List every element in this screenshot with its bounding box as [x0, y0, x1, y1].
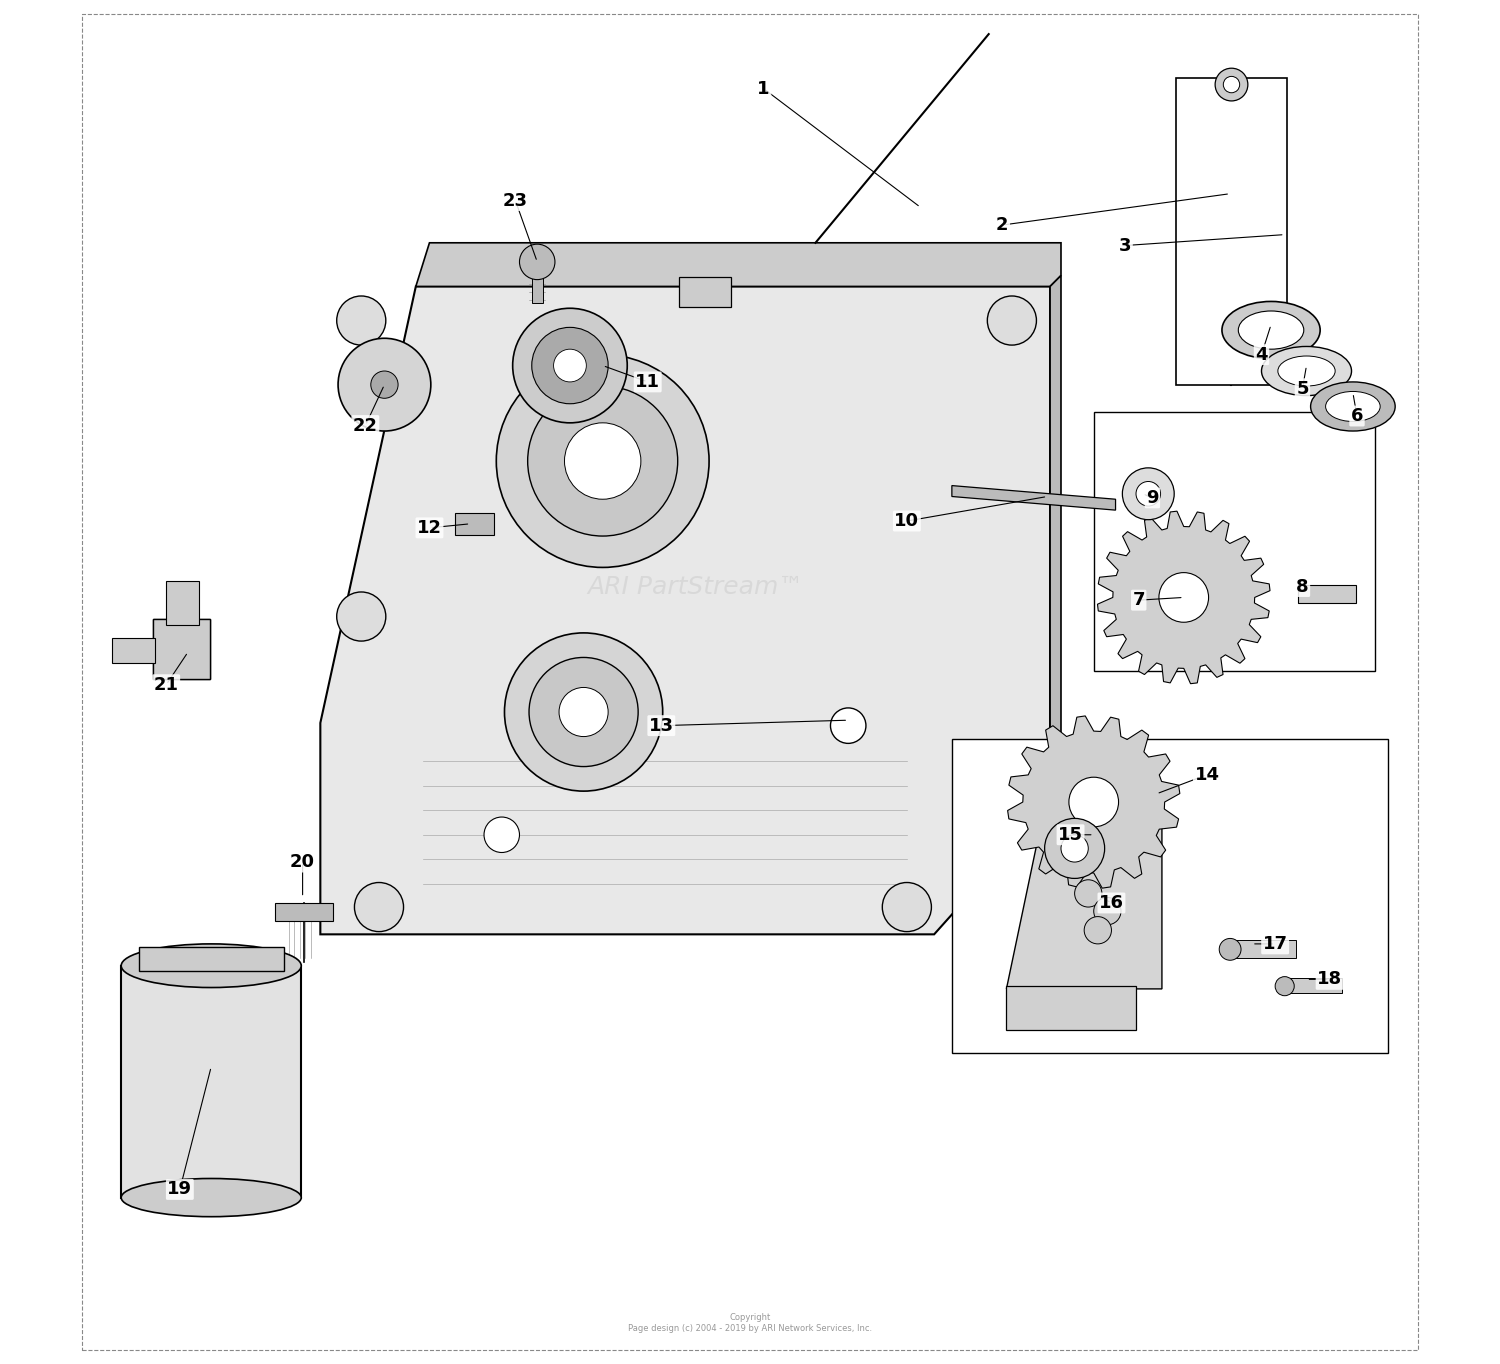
Circle shape	[532, 327, 608, 404]
Polygon shape	[1098, 512, 1270, 683]
Polygon shape	[456, 513, 494, 535]
Bar	[153, 619, 210, 679]
Circle shape	[1060, 835, 1089, 862]
Circle shape	[1136, 481, 1161, 506]
Bar	[1299, 585, 1356, 603]
Circle shape	[336, 592, 386, 641]
Text: 6: 6	[1350, 406, 1364, 426]
Circle shape	[1070, 777, 1119, 827]
Circle shape	[987, 296, 1036, 345]
Circle shape	[1044, 818, 1104, 878]
Text: 17: 17	[1263, 934, 1287, 953]
Text: 22: 22	[352, 416, 378, 435]
Circle shape	[370, 371, 398, 398]
Text: 19: 19	[168, 1180, 192, 1199]
Ellipse shape	[1262, 346, 1352, 396]
Circle shape	[338, 338, 430, 431]
Ellipse shape	[1311, 382, 1395, 431]
Circle shape	[882, 883, 932, 932]
Bar	[1007, 986, 1136, 1030]
Polygon shape	[1007, 794, 1162, 989]
Circle shape	[1215, 68, 1248, 101]
Circle shape	[1094, 898, 1120, 925]
Text: 13: 13	[650, 716, 674, 735]
Ellipse shape	[1222, 301, 1320, 359]
Text: 16: 16	[1100, 893, 1124, 913]
Circle shape	[513, 308, 627, 423]
Circle shape	[1084, 917, 1112, 944]
Circle shape	[496, 355, 710, 567]
Circle shape	[336, 296, 386, 345]
Ellipse shape	[122, 1178, 302, 1217]
Circle shape	[1122, 468, 1174, 520]
Ellipse shape	[122, 944, 302, 988]
Circle shape	[1074, 880, 1102, 907]
Text: 12: 12	[417, 518, 442, 537]
Bar	[111, 638, 156, 663]
Text: 21: 21	[153, 675, 178, 694]
Polygon shape	[1050, 276, 1060, 805]
Circle shape	[554, 349, 586, 382]
Text: 9: 9	[1146, 488, 1158, 507]
Text: 20: 20	[290, 852, 315, 872]
Text: 23: 23	[503, 191, 528, 210]
Bar	[166, 581, 200, 625]
Circle shape	[484, 817, 519, 852]
Circle shape	[530, 657, 638, 767]
Polygon shape	[1094, 412, 1374, 671]
Bar	[276, 903, 333, 921]
Ellipse shape	[1239, 311, 1304, 349]
Bar	[1284, 978, 1342, 993]
Polygon shape	[1008, 716, 1180, 888]
Text: 5: 5	[1296, 379, 1308, 398]
Text: Copyright
Page design (c) 2004 - 2019 by ARI Network Services, Inc.: Copyright Page design (c) 2004 - 2019 by…	[628, 1314, 872, 1333]
Text: 11: 11	[634, 372, 660, 391]
Bar	[1230, 940, 1296, 958]
Circle shape	[1275, 977, 1294, 996]
Text: 2: 2	[996, 216, 1008, 235]
Bar	[680, 277, 730, 307]
Circle shape	[831, 708, 866, 743]
Text: 15: 15	[1058, 825, 1083, 844]
Text: ARI PartStream™: ARI PartStream™	[588, 574, 804, 599]
Text: 4: 4	[1256, 345, 1268, 364]
Polygon shape	[153, 619, 210, 679]
Bar	[532, 262, 543, 303]
Polygon shape	[952, 739, 1389, 1053]
Bar	[122, 966, 302, 1198]
Text: 7: 7	[1132, 591, 1144, 610]
Ellipse shape	[1326, 391, 1380, 421]
Circle shape	[528, 386, 678, 536]
Circle shape	[354, 883, 404, 932]
Ellipse shape	[1278, 356, 1335, 386]
Circle shape	[1224, 76, 1239, 93]
Text: 1: 1	[758, 79, 770, 98]
Text: 10: 10	[894, 512, 920, 531]
Circle shape	[1160, 573, 1209, 622]
Circle shape	[560, 687, 608, 737]
Text: 8: 8	[1296, 577, 1308, 596]
Polygon shape	[321, 286, 1050, 934]
Circle shape	[519, 244, 555, 280]
Text: 18: 18	[1317, 970, 1342, 989]
Polygon shape	[416, 243, 1060, 286]
Text: 14: 14	[1194, 765, 1219, 784]
Circle shape	[1220, 938, 1240, 960]
Text: 3: 3	[1119, 236, 1131, 255]
Circle shape	[504, 633, 663, 791]
Polygon shape	[952, 486, 1116, 510]
Bar	[1176, 78, 1287, 385]
Bar	[140, 947, 284, 971]
Circle shape	[564, 423, 640, 499]
